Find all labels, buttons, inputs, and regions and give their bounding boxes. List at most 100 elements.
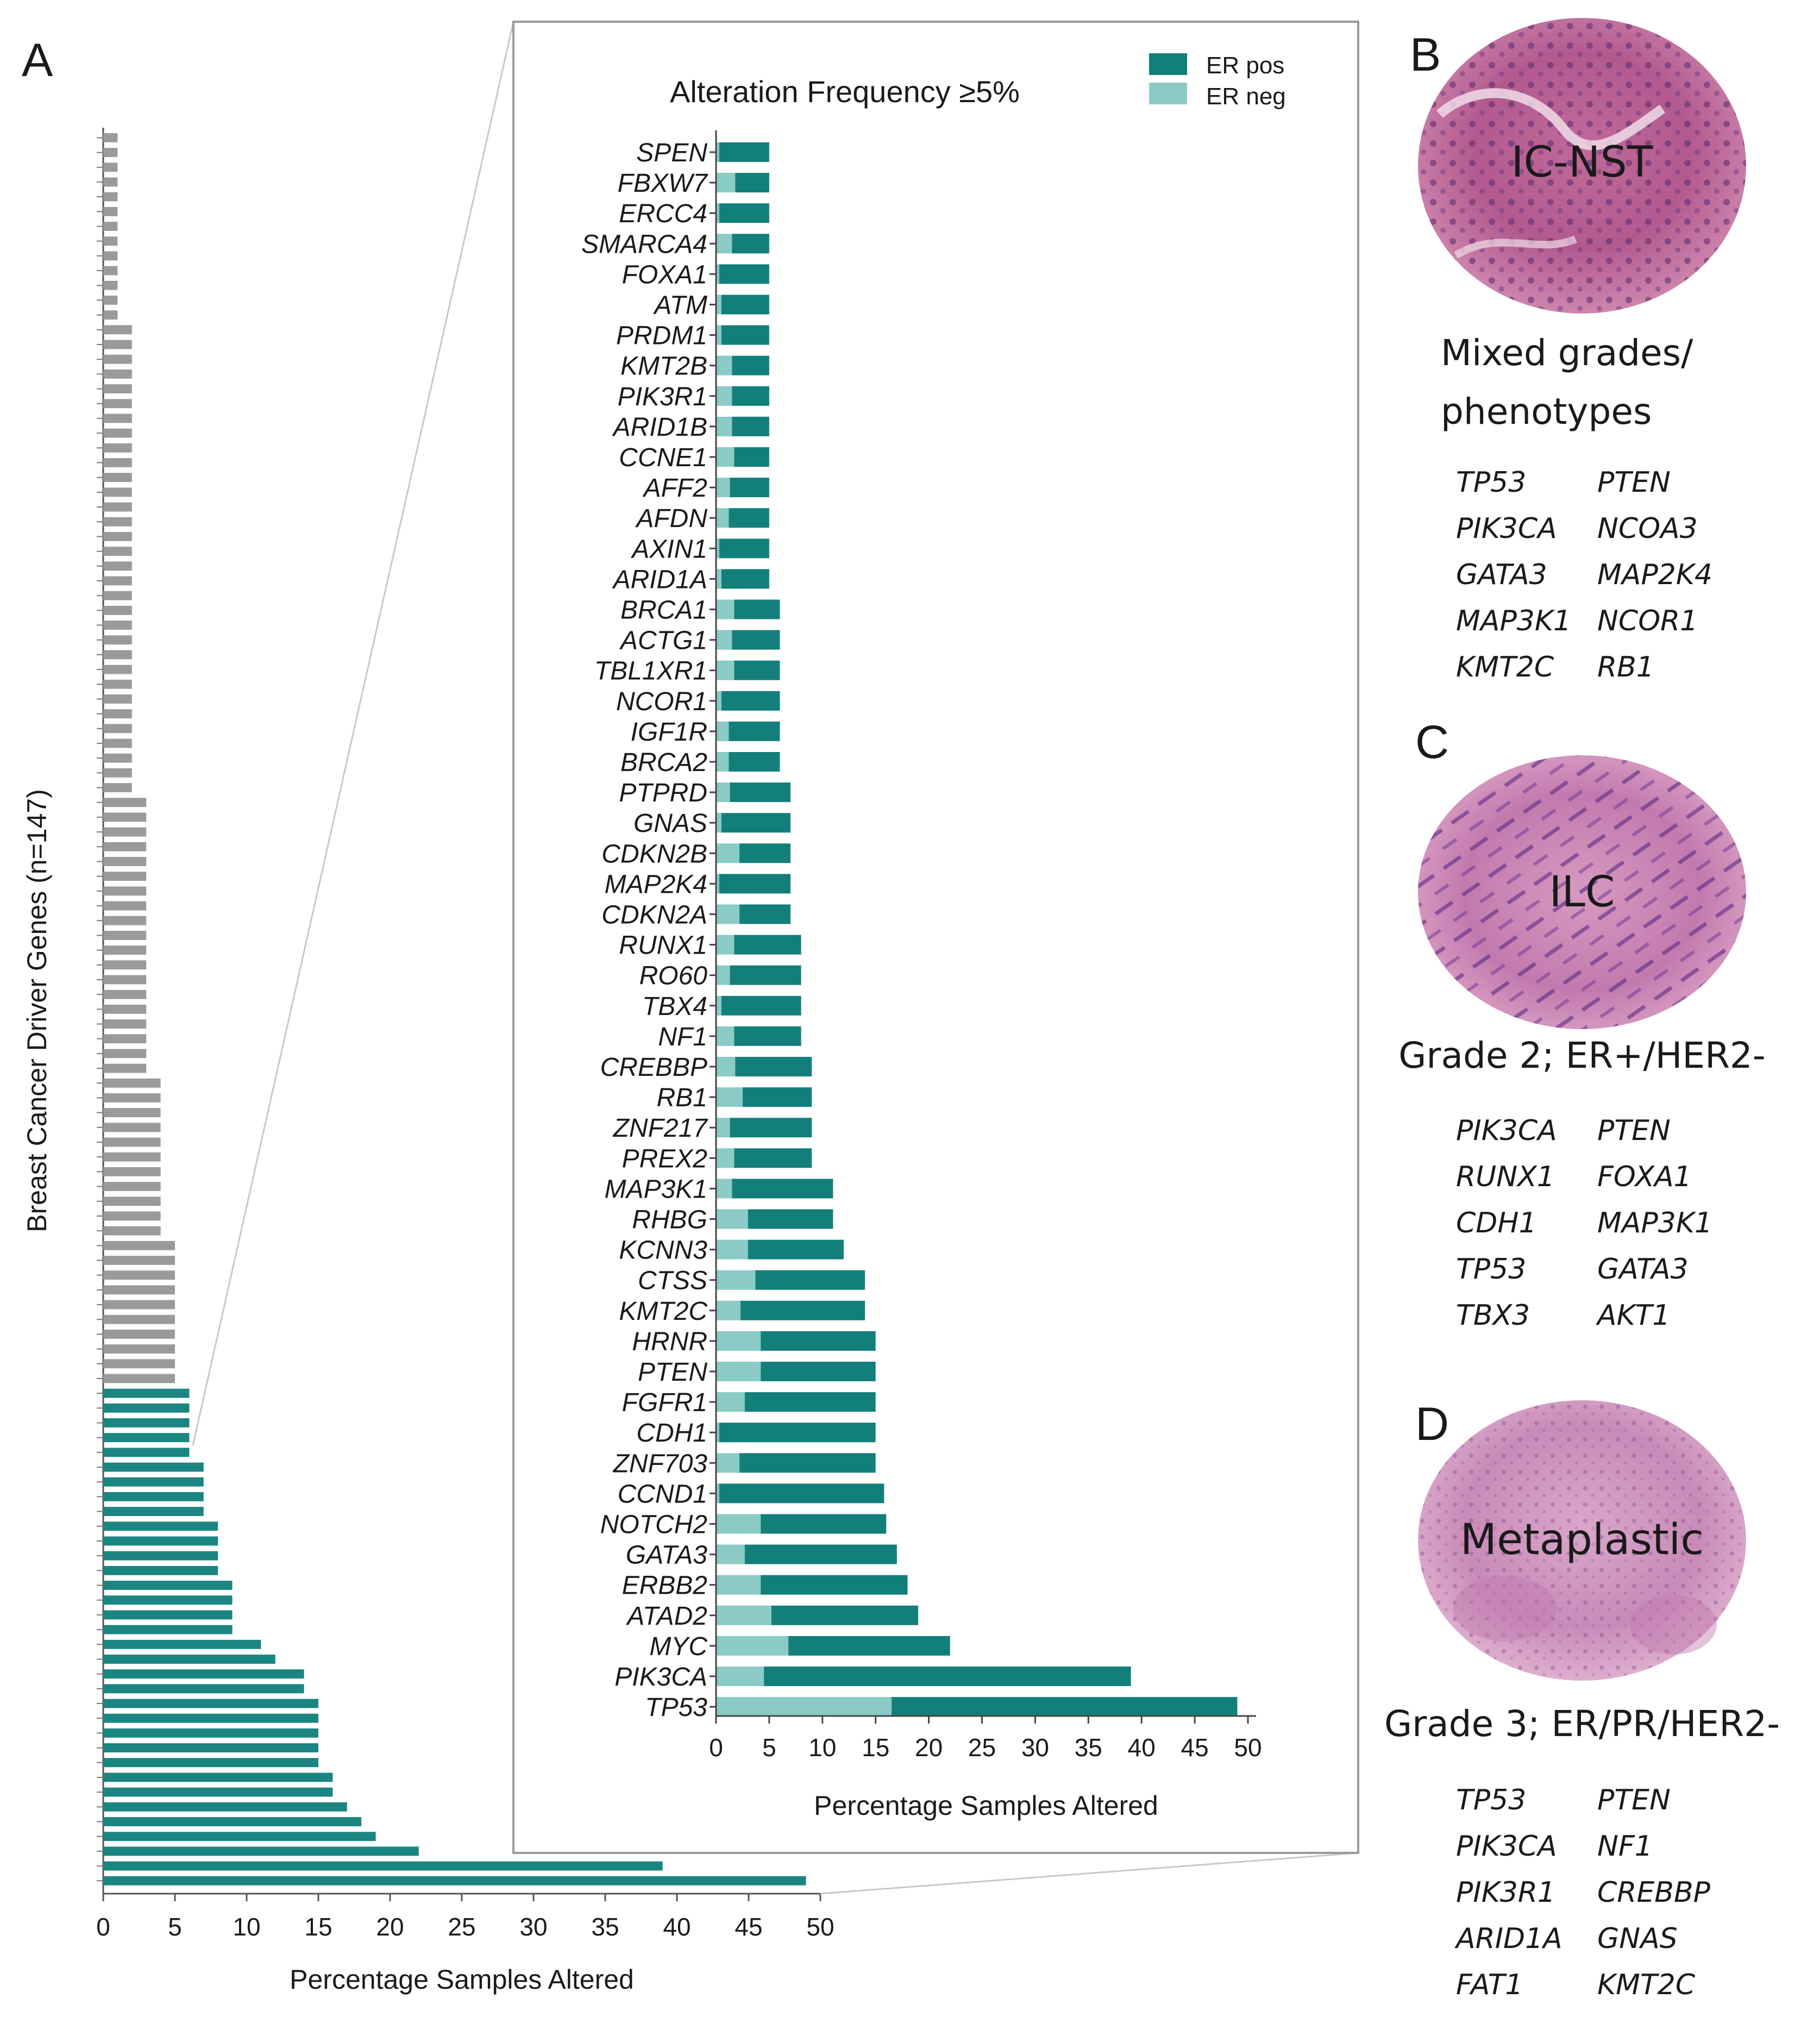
bar-er-pos-aff2: [730, 478, 769, 498]
overview-bar: [103, 547, 132, 556]
gene-label-map3k1: MAP3K1: [605, 1175, 707, 1204]
inset-x-tick-label: 0: [709, 1733, 723, 1762]
bar-er-pos-tp53: [892, 1697, 1238, 1717]
bar-er-pos-notch2: [761, 1514, 887, 1534]
overview-bar: [103, 1256, 175, 1265]
gene-label-ctss: CTSS: [638, 1267, 707, 1295]
gene-label-fbxw7: FBXW7: [618, 169, 709, 198]
panel-b-letter: B: [1410, 29, 1441, 81]
gene-label-arid1b: ARID1B: [612, 413, 707, 442]
bar-er-pos-ptprd: [730, 782, 791, 803]
gene-label-aff2: AFF2: [642, 474, 707, 503]
bar-er-pos-tbl1xr1: [734, 660, 780, 680]
gene-label-prdm1: PRDM1: [616, 322, 707, 350]
gene-label-myc: MYC: [649, 1632, 707, 1661]
overview-bar: [103, 738, 132, 748]
overview-bar: [103, 724, 132, 734]
gene-label-ccne1: CCNE1: [619, 443, 707, 472]
overview-bar: [103, 222, 118, 231]
gene-list-item: TP53: [1456, 1784, 1526, 1816]
gene-label-cdh1: CDH1: [636, 1419, 707, 1448]
gene-label-kmt2c: KMT2C: [619, 1297, 707, 1326]
bar-er-pos-crebbp: [735, 1057, 812, 1076]
gene-label-arid1a: ARID1A: [612, 565, 707, 594]
overview-bar: [103, 1019, 147, 1029]
bar-er-neg-fbxw7: [716, 173, 736, 193]
overview-bar: [103, 872, 147, 881]
bar-er-neg-ccnd1: [716, 1483, 719, 1504]
bar-er-pos-spen: [719, 142, 769, 162]
overview-bar: [103, 1551, 218, 1561]
bar-er-pos-tbx4: [721, 995, 801, 1016]
gene-list-item: CREBBP: [1597, 1876, 1711, 1909]
bar-er-neg-ptprd: [716, 782, 730, 803]
gene-list-item: KMT2C: [1597, 1969, 1696, 2001]
gene-label-cdkn2a: CDKN2A: [601, 901, 707, 930]
bar-er-neg-aff2: [716, 478, 730, 498]
gene-list-item: NF1: [1597, 1830, 1653, 1863]
overview-bar: [103, 1565, 218, 1575]
bar-er-pos-map3k1: [732, 1179, 833, 1199]
overview-bar: [103, 487, 132, 497]
bar-er-pos-runx1: [734, 935, 801, 955]
bar-er-pos-foxa1: [719, 264, 769, 284]
bar-er-neg-ncor1: [716, 691, 721, 711]
overview-x-ticks: 0 5 10 15 20 25 30 35 40 45 50: [96, 1894, 834, 1941]
overview-bar: [103, 1758, 318, 1768]
bar-er-pos-kmt2b: [732, 355, 769, 375]
gene-label-hrnr: HRNR: [632, 1327, 707, 1356]
histology-image-metaplastic: Metaplastic: [1418, 1400, 1746, 1681]
bar-er-pos-ncor1: [721, 691, 780, 711]
overview-bar: [103, 369, 132, 379]
overview-bar: [103, 458, 132, 467]
bar-er-neg-tbl1xr1: [716, 660, 735, 680]
overview-x-tick-label: 15: [304, 1913, 332, 1941]
inset-chart: SPENFBXW7ERCC4SMARCA4FOXA1ATMPRDM1KMT2BP…: [581, 130, 1262, 1821]
overview-chart: 0 5 10 15 20 25 30 35 40 45 50 Breast Cancer Drive…: [22, 128, 834, 1995]
bar-er-neg-znf217: [716, 1118, 730, 1138]
overview-bar: [103, 1846, 419, 1856]
overview-bar: [103, 709, 132, 719]
bar-er-pos-afdn: [729, 508, 769, 528]
overview-bar: [103, 1684, 304, 1694]
gene-label-tbx4: TBX4: [642, 992, 707, 1021]
bar-er-neg-hrnr: [716, 1331, 761, 1351]
bar-er-neg-rhbg: [716, 1209, 748, 1229]
overview-x-tick-label: 0: [96, 1913, 110, 1941]
overview-bar: [103, 1004, 147, 1014]
bar-er-neg-gnas: [716, 813, 721, 833]
overview-x-tick-label: 35: [591, 1913, 619, 1941]
overview-bar: [103, 1226, 161, 1236]
overview-bar: [103, 1507, 204, 1517]
zoom-line-top: [192, 21, 514, 1446]
overview-bar: [103, 325, 132, 335]
overview-bar: [103, 1433, 190, 1443]
overview-bar: [103, 177, 118, 187]
gene-list-item: RUNX1: [1456, 1161, 1555, 1193]
bar-er-pos-znf217: [730, 1118, 812, 1138]
bar-er-neg-notch2: [716, 1514, 761, 1534]
overview-x-tick-label: 50: [806, 1913, 834, 1941]
overview-bar: [103, 1610, 233, 1620]
overview-bar: [103, 1108, 161, 1118]
overview-bar: [103, 310, 118, 320]
bar-er-neg-map3k1: [716, 1179, 732, 1199]
overview-bar: [103, 1167, 161, 1176]
bar-er-neg-cdkn2a: [716, 904, 740, 924]
bar-er-neg-nf1: [716, 1026, 735, 1046]
overview-bar: [103, 1728, 318, 1738]
bar-er-neg-tp53: [716, 1697, 892, 1717]
overview-bar: [103, 783, 132, 792]
overview-bar: [103, 1211, 161, 1221]
overview-x-tick-label: 10: [233, 1913, 260, 1941]
gene-list-item: FOXA1: [1597, 1161, 1692, 1193]
histology-label-ic-nst: IC-NST: [1511, 138, 1653, 187]
overview-bar: [103, 1314, 175, 1324]
bar-er-pos-pten: [761, 1362, 876, 1381]
overview-bar: [103, 340, 132, 349]
gene-list-item: PIK3CA: [1456, 1830, 1557, 1863]
bar-er-neg-smarca4: [716, 234, 732, 254]
panel-a-letter: A: [22, 34, 53, 86]
panel-d-letter: D: [1415, 1398, 1449, 1450]
